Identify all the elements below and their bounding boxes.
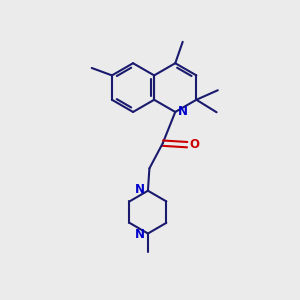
Text: N: N [178,105,188,118]
Text: N: N [135,183,145,196]
Text: O: O [189,138,199,151]
Text: N: N [135,228,145,241]
